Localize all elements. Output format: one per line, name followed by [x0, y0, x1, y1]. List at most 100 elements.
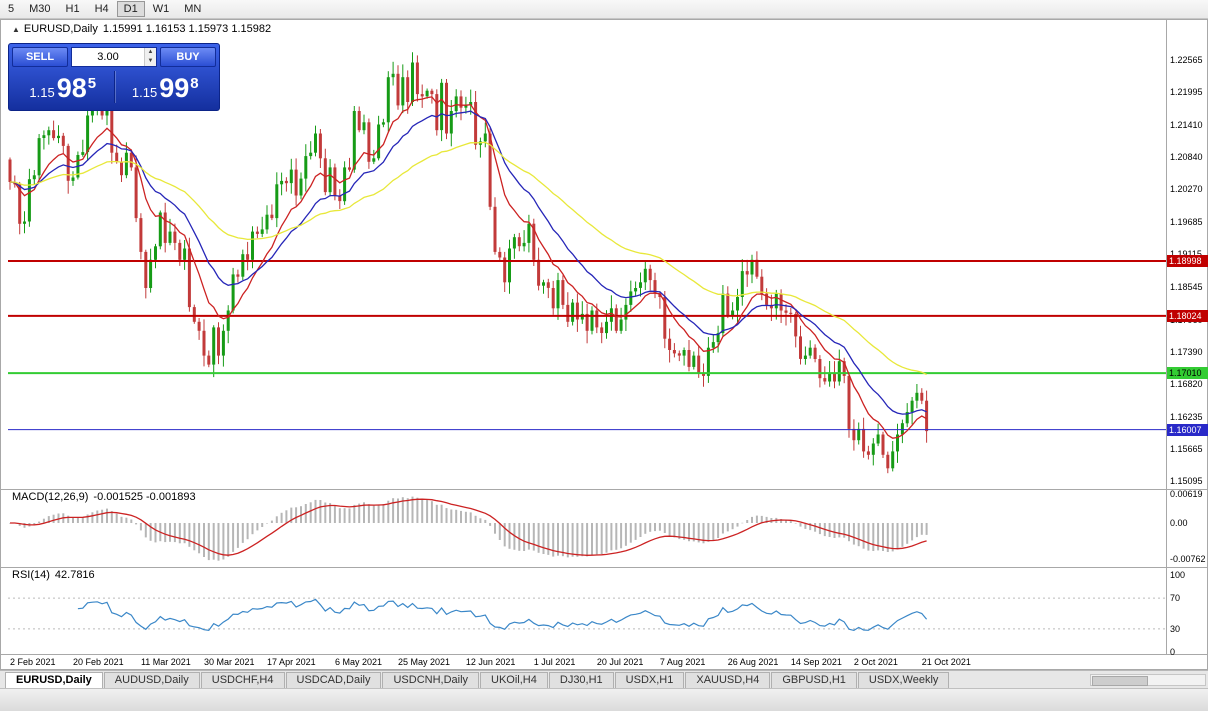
candle [585, 313, 589, 331]
macd-values: -0.001525 -0.001893 [93, 491, 196, 503]
tabs-scrollbar[interactable] [1090, 674, 1206, 686]
candle [522, 242, 526, 247]
chart-tab-dj30[interactable]: DJ30,H1 [548, 672, 614, 688]
lot-increment-button[interactable]: ▲ [147, 49, 154, 55]
candle [57, 135, 60, 139]
chart-shift-icon[interactable]: ▲ [12, 25, 20, 34]
hline-price-label: 1.18024 [1167, 309, 1208, 322]
timeframe-button-W1[interactable]: W1 [152, 3, 170, 15]
candle [527, 223, 531, 243]
candle [755, 259, 759, 277]
sell-price-display[interactable]: 1.15 98 5 [12, 70, 114, 104]
buy-price-display[interactable]: 1.15 99 8 [115, 70, 217, 104]
macd-axis-label: 0.00 [1170, 518, 1188, 528]
buy-button[interactable]: BUY [160, 47, 216, 67]
buy-price-prefix: 1.15 [131, 85, 158, 100]
timeframe-button-MN[interactable]: MN [184, 3, 202, 15]
candle [110, 105, 114, 153]
chart-tab-audusd[interactable]: AUDUSD,Daily [103, 672, 200, 688]
candle [900, 423, 904, 435]
price-axis-label: 1.20840 [1170, 152, 1203, 163]
candle [706, 347, 710, 376]
candle [896, 434, 899, 452]
candle [304, 156, 308, 179]
candle [881, 434, 885, 455]
candle [837, 361, 841, 382]
candle [794, 313, 798, 337]
candle [915, 392, 919, 401]
timeframe-button-5[interactable]: 5 [8, 3, 15, 15]
candle [692, 355, 696, 367]
macd-indicator-label: MACD(12,26,9) -0.001525 -0.001893 [12, 491, 201, 503]
candle [736, 297, 739, 311]
candle [876, 434, 880, 444]
chart-tab-gbpusd[interactable]: GBPUSD,H1 [771, 672, 857, 688]
candle [265, 214, 269, 230]
chart-tab-xauusd[interactable]: XAUUSD,H4 [685, 672, 771, 688]
candle [784, 310, 788, 313]
timeframe-button-H1[interactable]: H1 [65, 3, 80, 15]
candle [643, 268, 647, 283]
candle [624, 304, 628, 320]
candle [789, 312, 793, 314]
candle [556, 280, 560, 309]
hline-price-label: 1.16007 [1167, 423, 1208, 436]
candle [605, 321, 608, 334]
lot-spinner[interactable]: ▲ ▼ [144, 48, 156, 66]
lot-decrement-button[interactable]: ▼ [147, 58, 154, 64]
candle [803, 355, 807, 359]
candle [503, 257, 507, 283]
sell-button[interactable]: SELL [12, 47, 68, 67]
price-axis-label: 1.18545 [1170, 281, 1203, 292]
candle [808, 347, 812, 356]
price-axis-label: 1.16235 [1170, 411, 1203, 422]
macd-axis-label: 0.00619 [1170, 488, 1203, 499]
price-axis-label: 1.20270 [1170, 184, 1203, 195]
candle [910, 400, 914, 412]
macd-axis-label: -0.00762 [1170, 553, 1206, 564]
timeframe-button-D1[interactable]: D1 [116, 1, 145, 17]
candle [129, 152, 133, 168]
candle [372, 158, 376, 162]
chart-tab-eurusd[interactable]: EURUSD,Daily [5, 672, 103, 688]
chart-tab-usdchf[interactable]: USDCHF,H4 [200, 672, 285, 688]
candle [343, 167, 347, 202]
candle [217, 327, 220, 356]
chart-tab-usdcad[interactable]: USDCAD,Daily [285, 672, 382, 688]
candle [799, 336, 802, 359]
candle [871, 443, 875, 455]
timeframe-button-M30[interactable]: M30 [29, 3, 51, 15]
chart-tab-usdcnh[interactable]: USDCNH,Daily [382, 672, 480, 688]
candle [318, 133, 322, 159]
candle [430, 90, 434, 95]
candle [401, 77, 405, 106]
price-chart-canvas[interactable] [0, 19, 1208, 670]
candle [192, 307, 196, 322]
candle [658, 293, 662, 297]
date-axis-label: 26 Aug 2021 [727, 657, 779, 667]
date-axis-label: 2 Feb 2021 [10, 657, 56, 667]
chart-tab-ukoil[interactable]: UKOil,H4 [480, 672, 548, 688]
candle [66, 145, 70, 181]
candle [270, 214, 274, 219]
date-axis-label: 21 Oct 2021 [921, 657, 971, 667]
lot-size-input[interactable] [72, 48, 144, 66]
lot-size-field[interactable]: ▲ ▼ [71, 47, 157, 67]
candle [464, 105, 468, 108]
candle [716, 333, 720, 343]
chart-window [0, 19, 1208, 670]
chart-tab-usdx[interactable]: USDX,H1 [614, 672, 685, 688]
candle [847, 375, 851, 429]
candle [857, 428, 861, 441]
candle [90, 111, 94, 116]
candle [333, 167, 337, 196]
chart-tab-usdx[interactable]: USDX,Weekly [857, 672, 950, 688]
candle [493, 206, 497, 252]
candle [328, 167, 332, 193]
scrollbar-thumb[interactable] [1092, 676, 1148, 686]
timeframe-button-H4[interactable]: H4 [94, 3, 109, 15]
candle [207, 355, 211, 365]
candle [566, 304, 570, 322]
candle [381, 122, 385, 125]
candle [396, 73, 400, 106]
